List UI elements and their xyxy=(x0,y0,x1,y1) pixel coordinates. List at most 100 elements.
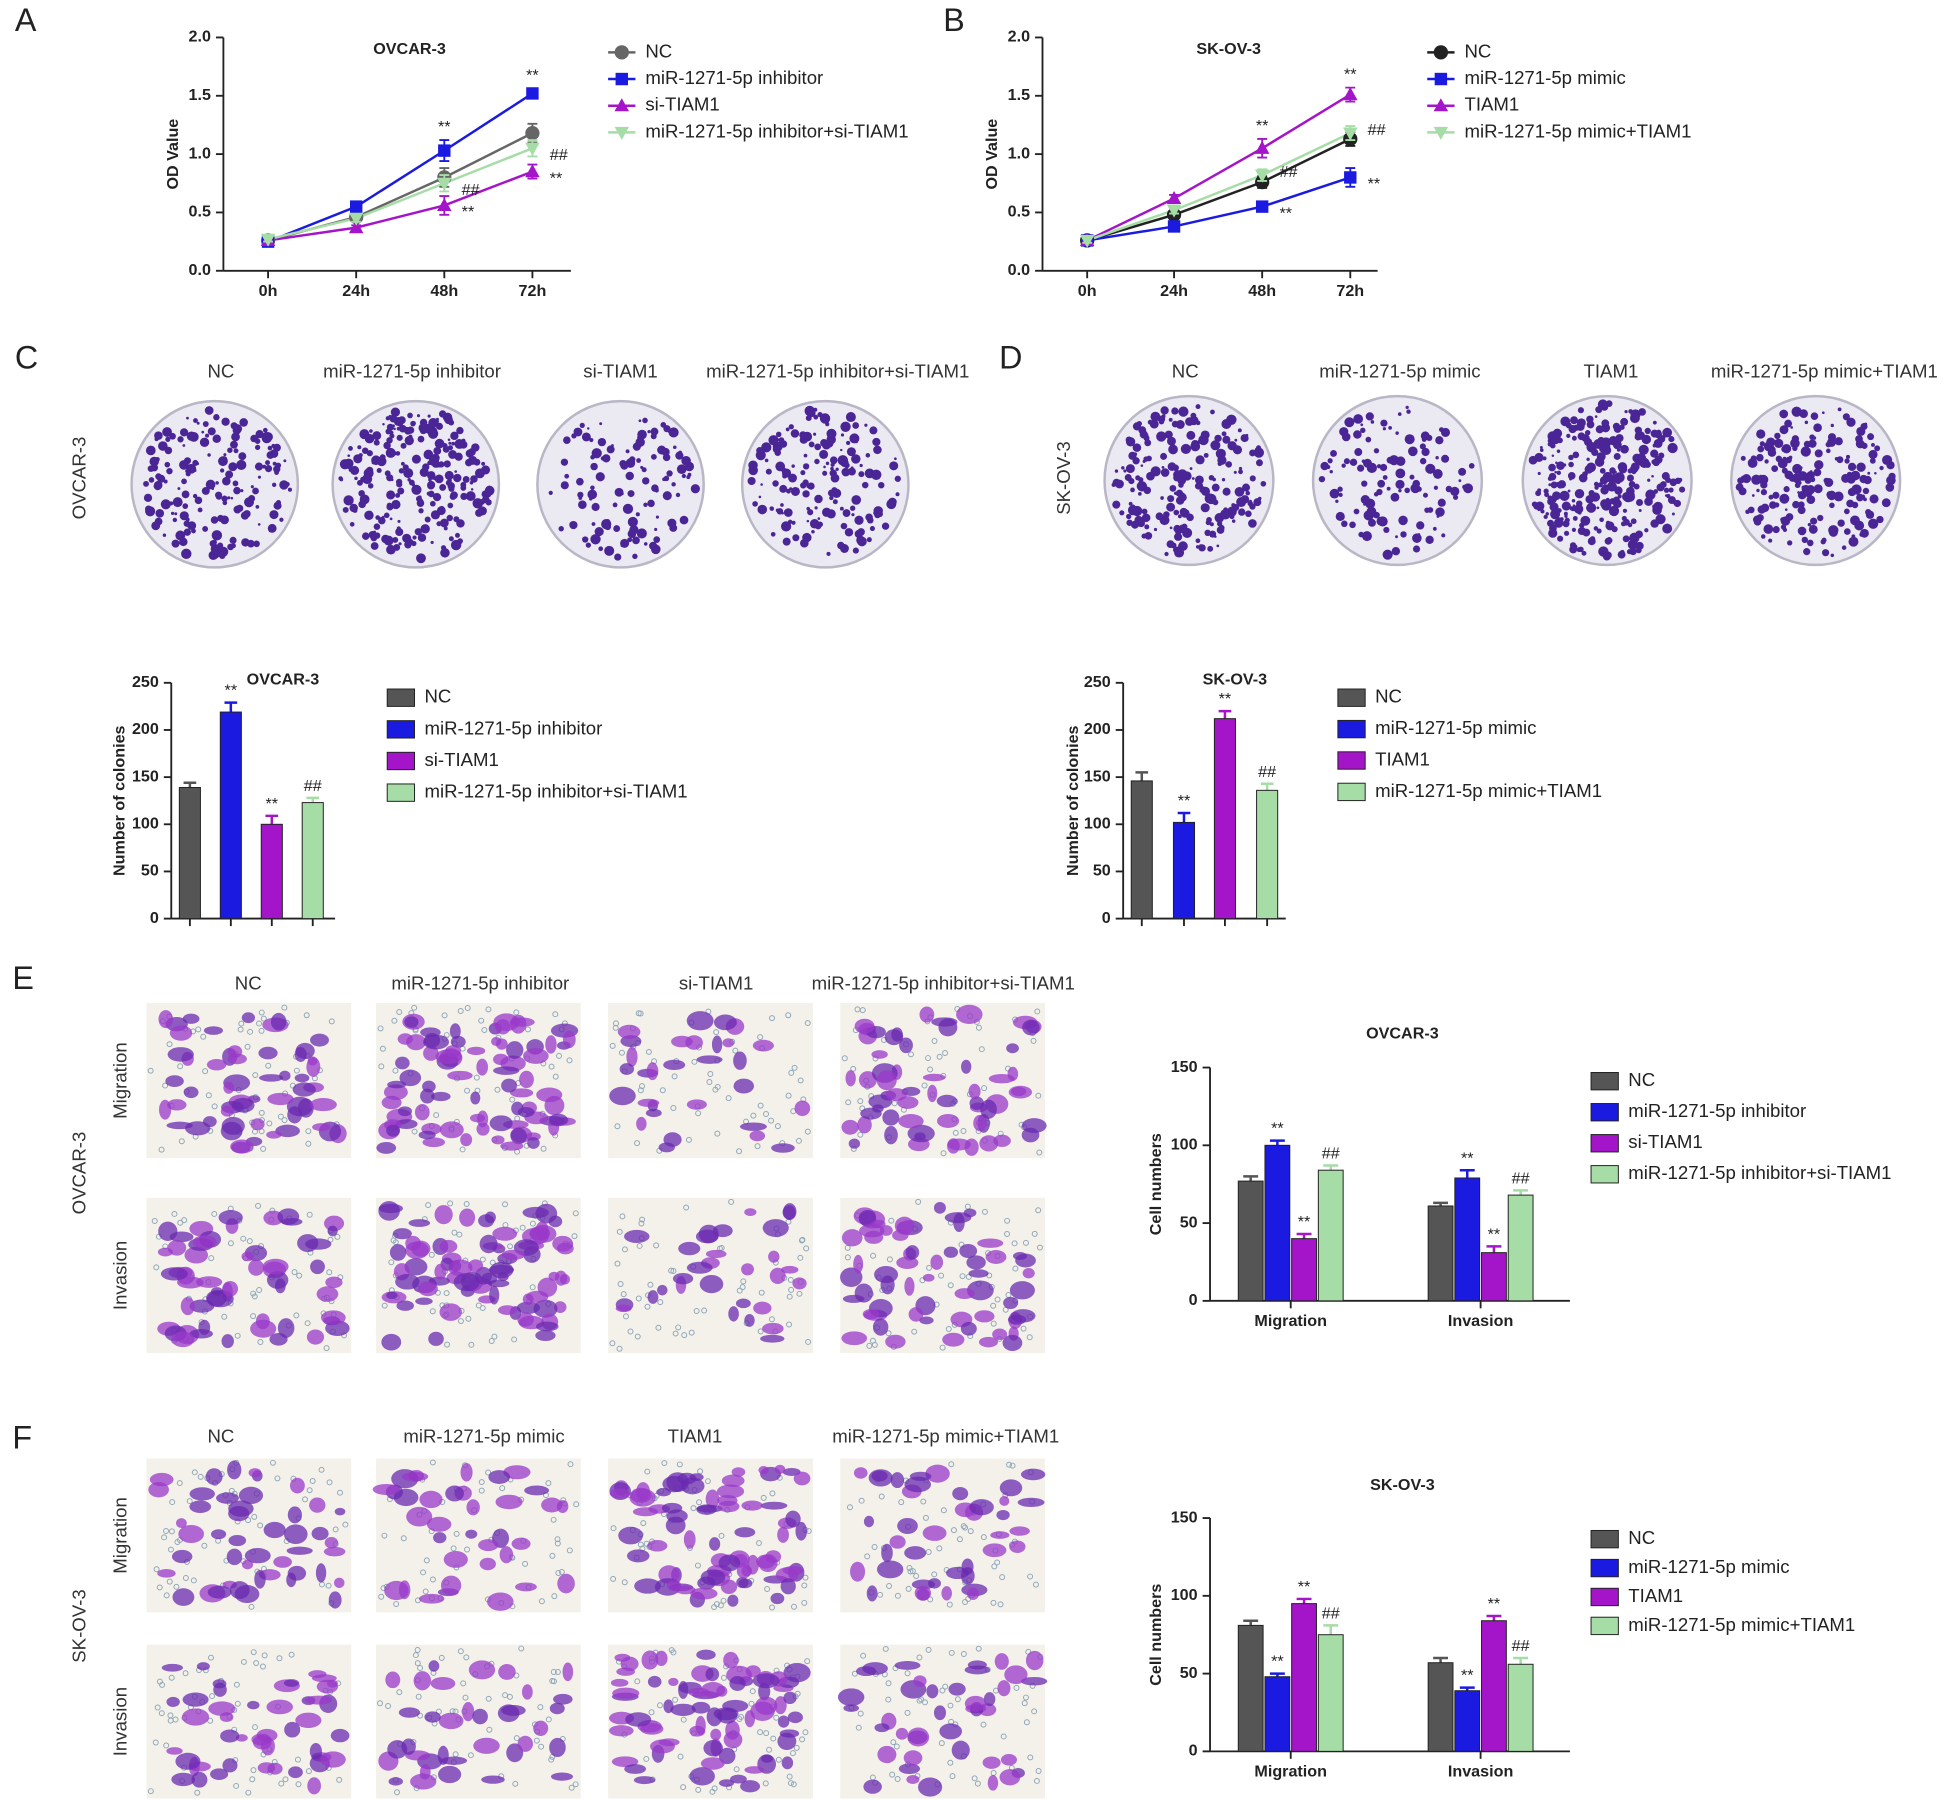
stained-cell xyxy=(395,1056,410,1070)
colony xyxy=(1859,474,1868,484)
stained-cell xyxy=(279,1070,291,1081)
colony xyxy=(181,548,192,560)
pore xyxy=(1004,1230,1011,1237)
line xyxy=(1086,176,1351,242)
colony xyxy=(1629,532,1640,544)
stained-cell xyxy=(148,1481,169,1498)
y-tick-label: 0.5 xyxy=(189,203,211,221)
stained-cell xyxy=(221,1116,245,1135)
colony xyxy=(676,464,687,474)
colony xyxy=(1167,436,1176,446)
pore xyxy=(871,1341,878,1348)
colony xyxy=(1337,486,1343,492)
pore xyxy=(171,1210,178,1217)
stained-cell xyxy=(615,1304,632,1313)
significance-label: ** xyxy=(1271,1653,1284,1671)
stained-cell xyxy=(261,1737,275,1756)
colony xyxy=(597,437,607,447)
stained-cell xyxy=(404,1016,419,1028)
pore xyxy=(758,1289,765,1296)
stained-cell xyxy=(734,1527,756,1538)
row-side-label: OVCAR-3 xyxy=(69,437,90,520)
colony xyxy=(841,467,851,477)
colony xyxy=(448,485,455,492)
colony xyxy=(1865,510,1875,519)
pore xyxy=(473,1074,480,1081)
stained-cell xyxy=(647,1540,668,1552)
colony xyxy=(164,461,171,468)
stained-cell xyxy=(1021,1676,1048,1686)
pore xyxy=(639,1216,646,1223)
colony xyxy=(1837,407,1842,412)
stained-cell xyxy=(553,1693,573,1705)
stained-cell xyxy=(324,1536,339,1549)
pore xyxy=(571,1233,578,1240)
colony xyxy=(1161,414,1166,419)
colony xyxy=(1160,468,1170,477)
colony xyxy=(822,470,828,476)
pore xyxy=(255,1202,262,1209)
legend-label: si-TIAM1 xyxy=(645,94,719,115)
stained-cell xyxy=(263,1521,286,1539)
colony xyxy=(347,454,351,457)
colony xyxy=(1810,517,1818,525)
stained-cell xyxy=(230,1139,254,1154)
colony xyxy=(264,465,273,473)
pore xyxy=(680,1716,687,1723)
y-axis-label: Cell numbers xyxy=(1147,1133,1165,1235)
pore xyxy=(240,1658,247,1665)
colony xyxy=(1376,516,1386,526)
colony xyxy=(1433,485,1439,490)
colony xyxy=(1195,538,1201,544)
pore xyxy=(947,1759,954,1766)
colony xyxy=(775,461,786,472)
stained-cell xyxy=(705,1667,720,1682)
pore xyxy=(265,1062,272,1069)
colony xyxy=(1586,415,1594,423)
stained-cell xyxy=(468,1259,484,1273)
stained-cell xyxy=(793,1471,811,1486)
colony xyxy=(1134,515,1144,525)
stained-cell xyxy=(284,1721,301,1738)
pore xyxy=(990,1320,997,1327)
stained-cell xyxy=(942,1332,965,1347)
colony xyxy=(1846,417,1856,427)
pore xyxy=(931,1571,938,1578)
stained-cell xyxy=(686,1261,713,1274)
legend-label: miR-1271-5p inhibitor xyxy=(1628,1100,1806,1121)
pore xyxy=(936,1545,943,1552)
colony xyxy=(240,489,244,493)
pore xyxy=(671,1073,678,1080)
pore xyxy=(494,1086,501,1093)
colony xyxy=(1644,427,1651,435)
colony xyxy=(1651,459,1657,465)
stained-cell xyxy=(877,1745,897,1764)
pore xyxy=(163,1528,169,1534)
stained-cell xyxy=(175,1752,201,1770)
colony xyxy=(643,542,648,546)
colony xyxy=(1787,540,1793,546)
pore xyxy=(718,1532,725,1539)
stained-cell xyxy=(685,1035,703,1050)
colony xyxy=(1862,487,1870,495)
stained-cell xyxy=(907,1727,930,1747)
pore xyxy=(886,1256,893,1263)
colony xyxy=(785,427,790,432)
stained-cell xyxy=(501,1078,517,1093)
y-tick-label: 2.0 xyxy=(189,28,211,46)
colony xyxy=(1121,466,1125,470)
colony xyxy=(1760,489,1768,496)
legend-swatch xyxy=(1337,688,1366,707)
stained-cell xyxy=(468,1660,496,1680)
pore xyxy=(172,1716,179,1723)
colony xyxy=(1860,494,1866,499)
colony xyxy=(1843,508,1850,515)
stained-cell xyxy=(853,1254,864,1274)
colony xyxy=(427,481,435,490)
panel-label: D xyxy=(999,340,1022,376)
pore xyxy=(153,1566,160,1573)
colony xyxy=(1208,474,1215,481)
colony xyxy=(1441,533,1446,538)
chart-title: OVCAR-3 xyxy=(247,671,320,689)
